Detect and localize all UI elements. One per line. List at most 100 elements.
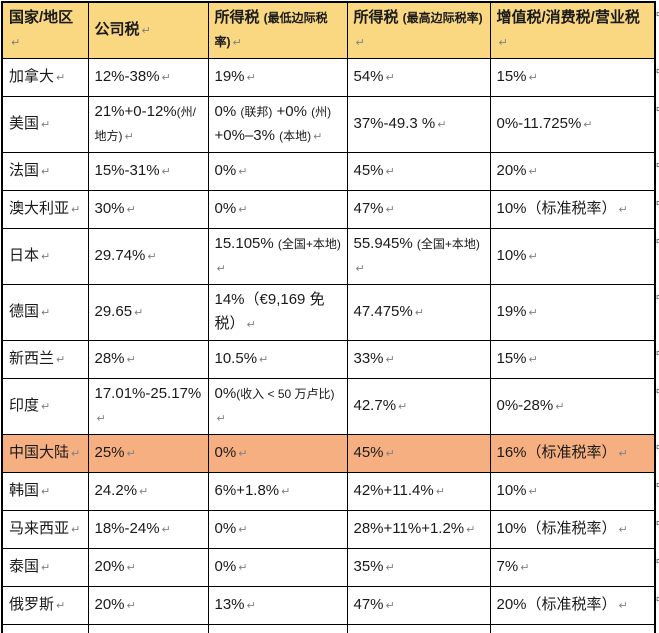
paragraph-mark-icon: ↵ xyxy=(618,600,628,612)
vat-cell[interactable]: 15% ↵ xyxy=(489,58,656,97)
paragraph-mark-icon: ↵ xyxy=(141,25,151,37)
corporate-tax-cell[interactable]: 20% ↵ xyxy=(87,586,209,625)
corporate-tax-cell[interactable]: 12%-38% ↵ xyxy=(87,58,209,97)
vat-cell[interactable]: 20%（标准税率）↵ xyxy=(489,624,656,633)
region-cell[interactable]: 新西兰 ↵ xyxy=(1,340,89,379)
income-tax-max-cell[interactable]: 37%-49.3 % ↵ xyxy=(346,96,491,153)
paragraph-mark-icon: ↵ xyxy=(41,486,51,498)
region-label: 俄罗斯 xyxy=(9,596,55,613)
column-header-vat[interactable]: 增值税/消费税/营业税 ↵ xyxy=(489,1,656,59)
income-tax-max-cell[interactable]: 47% ↵ xyxy=(346,586,491,625)
region-cell[interactable]: 印度 ↵ xyxy=(1,378,89,435)
corporate-tax-cell[interactable]: 21%+0-12%(州/地方) ↵ xyxy=(87,96,209,153)
corporate-tax-cell[interactable]: 28% ↵ xyxy=(87,340,209,379)
vat-cell[interactable]: 0%-11.725% ↵ xyxy=(489,96,656,153)
income-tax-max-cell[interactable]: 35% ↵ xyxy=(346,548,491,587)
column-header-region[interactable]: 国家/地区 ↵ xyxy=(1,1,89,59)
vat-cell[interactable]: 20%（标准税率）↵ xyxy=(489,586,656,625)
cell-value: 7% xyxy=(496,558,519,575)
paragraph-mark-icon: ↵ xyxy=(126,354,136,366)
region-cell[interactable]: 法国 ↵ xyxy=(1,152,89,191)
income-tax-min-cell[interactable]: 0% ↵ xyxy=(207,152,348,191)
region-label: 泰国 xyxy=(9,558,40,575)
income-tax-min-cell[interactable]: 13% ↵ xyxy=(207,586,348,625)
vat-cell[interactable]: 20% ↵ xyxy=(489,152,656,191)
column-header-income-tax-min[interactable]: 所得税 (最低边际税率) ↵ xyxy=(207,1,348,59)
corporate-tax-cell[interactable]: 15%-31% ↵ xyxy=(87,152,209,191)
corporate-tax-cell[interactable]: 30% ↵ xyxy=(87,190,209,229)
paragraph-mark-icon: ↵ xyxy=(385,448,395,460)
vat-cell[interactable]: 10% ↵ xyxy=(489,472,656,511)
vat-cell[interactable]: 19% ↵ xyxy=(489,284,656,341)
cell-value: 10.5% xyxy=(214,350,258,367)
column-header-income-tax-max[interactable]: 所得税 (最高边际税率) ↵ xyxy=(346,1,491,59)
income-tax-min-cell[interactable]: 10.5% ↵ xyxy=(207,340,348,379)
income-tax-max-cell[interactable]: 45% ↵ xyxy=(346,152,491,191)
table-row: 马来西亚 ↵ 18%-24% ↵ 0% ↵ 28%+11%+1.2% ↵ 10%（标准税… xyxy=(1,510,656,549)
vat-cell[interactable]: 15% ↵ xyxy=(489,340,656,379)
income-tax-min-cell[interactable]: 0%(收入≤12500 英镑)↵ xyxy=(207,624,348,633)
income-tax-max-cell[interactable]: 47% ↵ xyxy=(346,190,491,229)
region-cell[interactable]: 日本 ↵ xyxy=(1,228,89,285)
cell-value: 28% xyxy=(94,350,125,367)
table-row: 澳大利亚 ↵ 30% ↵ 0% ↵ 47% ↵ 10%（标准税率） ↵ xyxy=(1,190,656,229)
income-tax-max-cell[interactable]: 28%+11%+1.2% ↵ xyxy=(346,510,491,549)
region-cell[interactable]: 德国 ↵ xyxy=(1,284,89,341)
column-header-corporate-tax[interactable]: 公司税 ↵ xyxy=(87,1,209,59)
vat-cell[interactable]: 10% ↵ xyxy=(489,228,656,285)
column-header-label: 公司税 xyxy=(94,21,140,38)
region-cell[interactable]: 美国 ↵ xyxy=(1,96,89,153)
region-cell[interactable]: 俄罗斯 ↵ xyxy=(1,586,89,625)
vat-cell[interactable]: 16%（标准税率） ↵ xyxy=(489,434,656,473)
income-tax-min-cell[interactable]: 0% ↵ xyxy=(207,190,348,229)
corporate-tax-cell[interactable]: 20% ↵ xyxy=(87,548,209,587)
corporate-tax-cell[interactable]: 25% ↵ xyxy=(87,434,209,473)
corporate-tax-cell[interactable]: 29.65 ↵ xyxy=(87,284,209,341)
income-tax-max-cell[interactable]: 45% ↵ xyxy=(346,434,491,473)
vat-cell[interactable]: 7% ↵ xyxy=(489,548,656,587)
cell-value: 45% xyxy=(353,162,384,179)
corporate-tax-cell[interactable]: 19%↵ xyxy=(87,624,209,633)
income-tax-min-cell[interactable]: 0% ↵ xyxy=(207,510,348,549)
corporate-tax-cell[interactable]: 18%-24% ↵ xyxy=(87,510,209,549)
vat-cell[interactable]: 0%-28% ↵ xyxy=(489,378,656,435)
vat-cell[interactable]: 10%（标准税率） ↵ xyxy=(489,510,656,549)
income-tax-min-cell[interactable]: 0%(收入 < 50 万卢比) ↵ xyxy=(207,378,348,435)
income-tax-min-cell[interactable]: 0% (联邦) +0% (州) +0%–3% (本地) ↵ xyxy=(207,96,348,153)
income-tax-max-cell[interactable]: 42%+11.4% ↵ xyxy=(346,472,491,511)
region-cell[interactable]: 加拿大 ↵ xyxy=(1,58,89,97)
income-tax-max-cell[interactable]: 33% ↵ xyxy=(346,340,491,379)
table-row: 美国 ↵ 21%+0-12%(州/地方) ↵ 0% (联邦) +0% (州) +0%… xyxy=(1,96,656,153)
corporate-tax-cell[interactable]: 24.2% ↵ xyxy=(87,472,209,511)
region-cell[interactable]: 英国↵ xyxy=(1,624,89,633)
income-tax-max-cell[interactable]: 47%(收入 > 15 万英镑)↵ xyxy=(346,624,491,633)
region-cell[interactable]: 泰国 ↵ xyxy=(1,548,89,587)
income-tax-max-cell[interactable]: 54% ↵ xyxy=(346,58,491,97)
income-tax-min-cell[interactable]: 15.105% (全国+本地) ↵ xyxy=(207,228,348,285)
paragraph-mark-icon: ↵ xyxy=(385,354,395,366)
income-tax-min-cell[interactable]: 0% ↵ xyxy=(207,434,348,473)
region-label: 韩国 xyxy=(9,482,40,499)
region-cell[interactable]: 马来西亚 ↵ xyxy=(1,510,89,549)
income-tax-min-cell[interactable]: 19% ↵ xyxy=(207,58,348,97)
corporate-tax-cell[interactable]: 29.74% ↵ xyxy=(87,228,209,285)
region-cell[interactable]: 韩国 ↵ xyxy=(1,472,89,511)
cell-value: 17.01%-25.17% xyxy=(94,385,202,402)
income-tax-max-cell[interactable]: 55.945% (全国+本地) ↵ xyxy=(346,228,491,285)
row-end-mark-icon: ¤ xyxy=(656,348,659,358)
region-cell[interactable]: 澳大利亚 ↵ xyxy=(1,190,89,229)
paragraph-mark-icon: ↵ xyxy=(238,524,248,536)
region-cell[interactable]: 中国大陆 ↵ xyxy=(1,434,89,473)
vat-cell[interactable]: 10%（标准税率） ↵ xyxy=(489,190,656,229)
income-tax-min-cell[interactable]: 14%（€9,169 免税） ↵ xyxy=(207,284,348,341)
cell-value: 47.475% xyxy=(353,303,413,320)
corporate-tax-cell[interactable]: 17.01%-25.17% ↵ xyxy=(87,378,209,435)
income-tax-max-cell[interactable]: 42.7% ↵ xyxy=(346,378,491,435)
cell-value: 20% xyxy=(94,558,125,575)
row-end-mark-icon: ¤ xyxy=(656,66,659,76)
income-tax-max-cell[interactable]: 47.475% ↵ xyxy=(346,284,491,341)
table-row: 法国 ↵ 15%-31% ↵ 0% ↵ 45% ↵ 20% ↵ xyxy=(1,152,656,191)
cell-value: 15% xyxy=(496,68,527,85)
income-tax-min-cell[interactable]: 0% ↵ xyxy=(207,548,348,587)
income-tax-min-cell[interactable]: 6%+1.8% ↵ xyxy=(207,472,348,511)
